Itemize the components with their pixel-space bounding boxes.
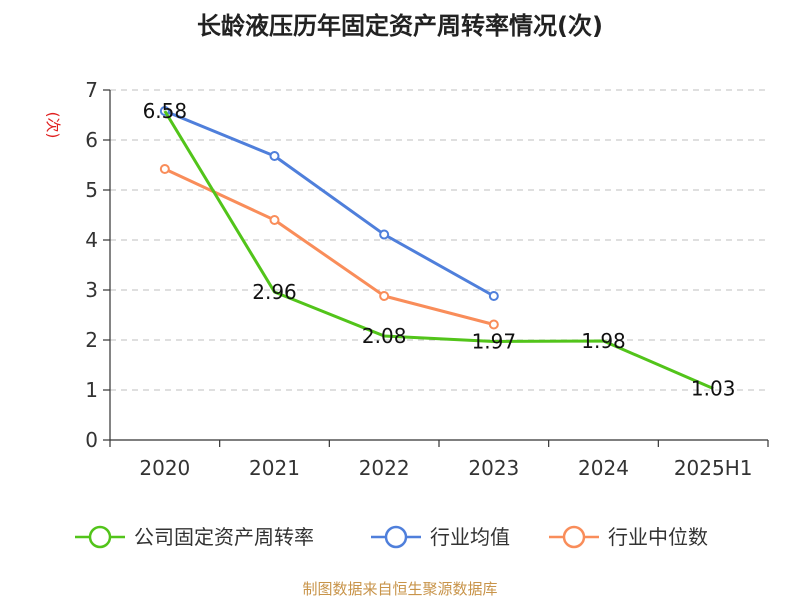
- data-label: 2.08: [362, 324, 407, 348]
- y-tick-label: 3: [85, 278, 98, 302]
- legend-marker: [562, 525, 586, 549]
- legend-label: 公司固定资产周转率: [134, 525, 314, 549]
- legend: 公司固定资产周转率 行业均值 行业中位数: [75, 525, 708, 549]
- legend-item: 公司固定资产周转率: [75, 525, 314, 549]
- y-tick-label: 7: [85, 78, 98, 102]
- x-tick-label: 2022: [359, 456, 410, 480]
- grid: [110, 89, 768, 391]
- axes: 0 1 2 3 4 5 6 7 2020 2021 2022 2023 2024 2025H1: [85, 78, 769, 480]
- legend-item: 行业均值: [371, 525, 510, 549]
- legend-marker: [384, 525, 408, 549]
- data-point: [488, 319, 499, 330]
- data-point: [488, 291, 499, 301]
- data-label: 6.58: [143, 99, 188, 123]
- y-tick-label: 6: [85, 128, 98, 152]
- series-line: [164, 167, 495, 326]
- x-tick-label: 2020: [139, 456, 190, 480]
- y-axis-label: (次): [44, 112, 62, 139]
- y-tick-label: 4: [85, 228, 98, 252]
- series-line: [164, 109, 495, 298]
- x-tick-label: 2021: [249, 456, 300, 480]
- data-label: 1.97: [472, 330, 517, 354]
- x-tick-label: 2023: [468, 456, 519, 480]
- y-tick-label: 2: [85, 328, 98, 352]
- legend-marker: [88, 525, 112, 549]
- y-tick-label: 5: [85, 178, 98, 202]
- data-label: 1.03: [691, 377, 736, 401]
- source-note: 制图数据来自恒生聚源数据库: [302, 580, 497, 598]
- data-point: [269, 215, 280, 225]
- data-point: [379, 229, 390, 240]
- data-label: 1.98: [581, 329, 626, 353]
- data-label: 2.96: [252, 280, 297, 304]
- y-tick-label: 1: [85, 378, 98, 402]
- legend-label: 行业中位数: [608, 525, 708, 549]
- legend-label: 行业均值: [430, 525, 510, 549]
- data-point: [379, 291, 390, 301]
- legend-item: 行业中位数: [549, 525, 708, 549]
- data-point: [159, 164, 170, 174]
- series-layer: [159, 106, 714, 390]
- series-line: [163, 110, 714, 390]
- y-tick-label: 0: [85, 428, 98, 452]
- x-tick-label: 2024: [578, 456, 629, 480]
- data-labels: 6.58 2.96 2.08 1.97 1.98 1.03: [143, 99, 736, 401]
- chart-title: 长龄液压历年固定资产周转率情况(次): [197, 12, 603, 40]
- x-tick-label: 2025H1: [674, 456, 753, 480]
- data-point: [269, 151, 280, 161]
